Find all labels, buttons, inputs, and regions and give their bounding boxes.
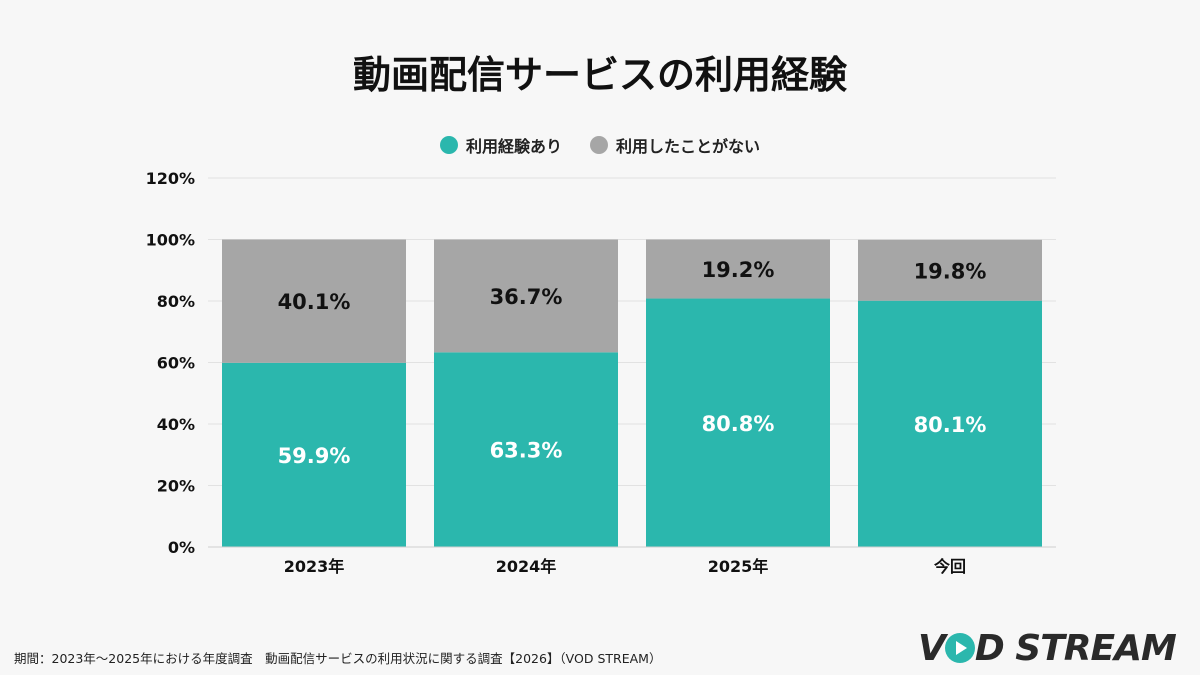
data-label: 19.2% [702,258,775,282]
legend-swatch-gray [590,136,608,154]
legend-item-used: 利用経験あり [439,133,562,157]
bar-segment [646,239,830,299]
data-label: 59.9% [278,444,351,468]
y-tick-label: 40% [157,415,195,434]
data-label: 80.1% [914,413,987,437]
data-label: 40.1% [278,290,351,314]
x-tick-label: 2023年 [284,557,345,576]
legend-item-never-used: 利用したことがない [590,133,760,157]
bar-segment [646,298,830,547]
bar-segment [858,239,1042,301]
y-tick-label: 80% [157,292,195,311]
data-label: 63.3% [490,439,563,463]
legend-label: 利用したことがない [616,137,761,156]
legend-swatch-teal [439,136,458,154]
data-label: 36.7% [490,285,563,309]
y-tick-label: 100% [146,231,195,250]
bar-segment [222,239,406,363]
chart-title: 動画配信サービスの利用経験 [352,53,847,97]
y-tick-label: 120% [146,169,195,188]
y-tick-label: 60% [157,354,195,373]
data-label: 19.8% [914,259,987,283]
source-note: 期間：2023年〜2025年における年度調査 動画配信サービスの利用状況に関する… [14,651,662,666]
legend-label: 利用経験あり [465,137,562,156]
y-tick-label: 0% [168,538,195,557]
bar-segment [858,300,1042,547]
x-tick-label: 今回 [933,557,966,576]
x-tick-label: 2025年 [708,557,769,576]
y-tick-label: 20% [157,477,195,496]
bar-segment [434,239,618,353]
x-tick-label: 2024年 [496,557,557,576]
legend: 利用経験あり 利用したことがない [0,133,1200,157]
data-label: 80.8% [702,412,775,436]
bar-segment [434,352,618,547]
stacked-bar-chart: 0% 20% 40% 60% 80% 100% 120% 59.9% 40.1% 2023年 63.… [146,169,1056,576]
bar-segment [222,362,406,547]
